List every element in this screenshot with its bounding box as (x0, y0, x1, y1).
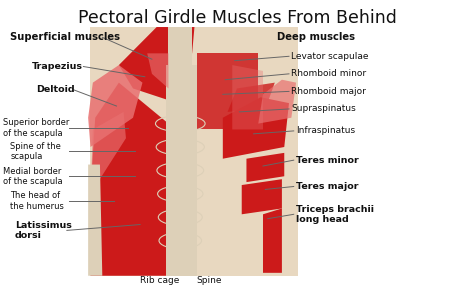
Text: Deltoid: Deltoid (36, 86, 75, 94)
Text: Supraspinatus: Supraspinatus (292, 104, 356, 113)
Text: Superior border
of the scapula: Superior border of the scapula (3, 118, 69, 138)
Polygon shape (91, 83, 168, 276)
Polygon shape (168, 27, 192, 74)
Text: Rib cage: Rib cage (140, 276, 180, 285)
Polygon shape (228, 83, 275, 112)
Text: Medial border
of the scapula: Medial border of the scapula (3, 167, 63, 186)
Text: Pectoral Girdle Muscles From Behind: Pectoral Girdle Muscles From Behind (78, 9, 396, 27)
Text: Latissimus
dorsi: Latissimus dorsi (15, 221, 72, 240)
Polygon shape (263, 208, 282, 273)
Text: Levator scapulae: Levator scapulae (292, 52, 369, 61)
Polygon shape (166, 65, 197, 276)
Text: Rhomboid major: Rhomboid major (292, 87, 366, 96)
Text: Spine of the
scapula: Spine of the scapula (10, 142, 61, 161)
Text: Infraspinatus: Infraspinatus (296, 126, 355, 136)
Polygon shape (197, 54, 258, 129)
Polygon shape (88, 65, 143, 147)
Text: Triceps brachii
long head: Triceps brachii long head (296, 205, 374, 224)
Text: Superficial muscles: Superficial muscles (10, 32, 120, 42)
Polygon shape (88, 165, 102, 276)
Polygon shape (223, 97, 289, 159)
Text: Trapezius: Trapezius (31, 62, 82, 71)
Polygon shape (91, 27, 299, 276)
Polygon shape (91, 112, 126, 194)
Text: Teres major: Teres major (296, 182, 358, 191)
Text: The head of
the humerus: The head of the humerus (10, 191, 64, 211)
Polygon shape (232, 65, 263, 129)
Polygon shape (147, 54, 168, 88)
Text: Rhomboid minor: Rhomboid minor (292, 69, 366, 78)
Polygon shape (258, 80, 296, 123)
Text: Spine: Spine (197, 276, 222, 285)
Text: Deep muscles: Deep muscles (277, 32, 355, 42)
Text: Teres minor: Teres minor (296, 156, 359, 165)
Polygon shape (242, 179, 282, 214)
Polygon shape (119, 27, 194, 100)
Polygon shape (246, 153, 284, 182)
